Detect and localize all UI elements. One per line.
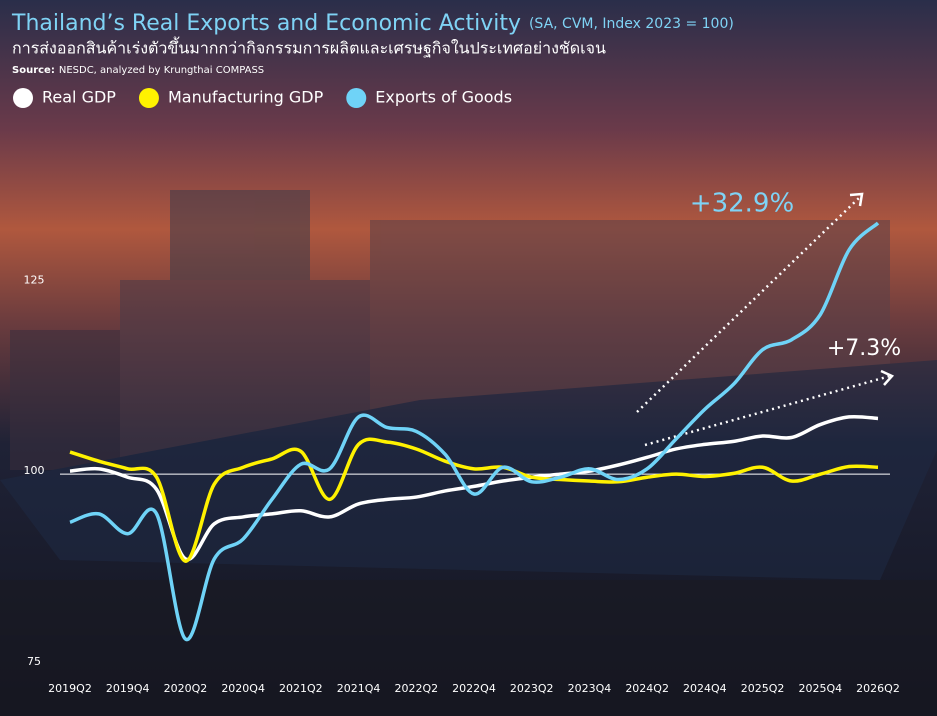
legend-swatch — [138, 88, 159, 108]
x-tick-label: 2021Q4 — [337, 682, 381, 695]
subtitle: การส่งออกสินค้าเร่งตัวขึ้นมากกว่ากิจกรรม… — [12, 37, 606, 58]
x-tick-label: 2025Q2 — [741, 682, 785, 695]
source: Source: NESDC, analyzed by Krungthai COMP… — [12, 65, 264, 76]
series-line — [69, 437, 879, 563]
y-tick-label: 100 — [24, 464, 45, 477]
x-tick-label: 2022Q4 — [452, 682, 496, 695]
series-line — [69, 414, 879, 562]
series-line — [69, 221, 880, 641]
legend-label: Real GDP — [42, 88, 116, 107]
x-tick-label: 2026Q2 — [856, 682, 900, 695]
source-label: Source: — [12, 65, 55, 76]
ship-silhouette — [0, 190, 937, 716]
x-tick-label: 2022Q2 — [394, 682, 438, 695]
x-tick-label: 2025Q4 — [798, 682, 842, 695]
x-tick-label: 2024Q4 — [683, 682, 727, 695]
y-tick-label: 75 — [27, 655, 41, 668]
x-tick-label: 2020Q4 — [221, 682, 265, 695]
annotation: +7.3% — [827, 336, 901, 361]
x-tick-label: 2019Q2 — [48, 682, 92, 695]
legend-swatch — [13, 88, 33, 108]
legend-swatch — [346, 88, 367, 108]
chart-title: Thailand’s Real Exports and Economic Act… — [11, 11, 734, 36]
x-tick-label: 2024Q2 — [625, 682, 669, 695]
y-tick-label: 125 — [24, 273, 45, 286]
legend-label: Manufacturing GDP — [168, 88, 324, 107]
legend-label: Exports of Goods — [375, 88, 512, 107]
x-tick-label: 2023Q2 — [510, 682, 554, 695]
x-tick-label: 2021Q2 — [279, 682, 323, 695]
x-tick-label: 2020Q2 — [164, 682, 208, 695]
title-note: (SA, CVM, Index 2023 = 100) — [529, 16, 734, 32]
x-tick-label: 2019Q4 — [106, 682, 150, 695]
title-main: Thailand’s Real Exports and Economic Act… — [11, 11, 521, 36]
x-tick-label: 2023Q4 — [568, 682, 612, 695]
arrows — [636, 192, 895, 447]
annotation: +32.9% — [690, 189, 794, 219]
source-text: NESDC, analyzed by Krungthai COMPASS — [59, 65, 264, 76]
